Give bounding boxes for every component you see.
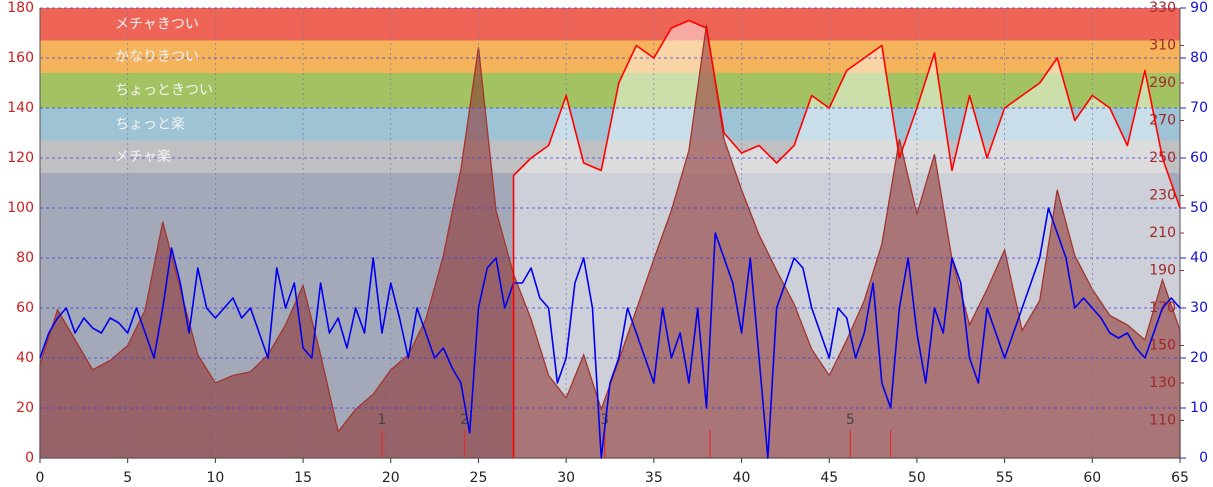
y3-tick-label: 20	[1190, 350, 1208, 366]
y-tick-label: 80	[16, 250, 34, 266]
y2-tick-label: 310	[1149, 38, 1176, 54]
lap-label: 1	[378, 412, 387, 428]
y2-tick-label: 230	[1149, 188, 1176, 204]
x-tick-label: 0	[36, 470, 45, 486]
x-tick-label: 60	[1083, 470, 1101, 486]
y2-tick-label: 290	[1149, 75, 1176, 91]
y3-tick-label: 40	[1190, 250, 1208, 266]
y3-tick-label: 60	[1190, 150, 1208, 166]
zone-label: ちょっときつい	[115, 83, 213, 99]
lap-label: 5	[846, 412, 855, 428]
zone-band	[40, 40, 1180, 73]
y3-tick-label: 50	[1190, 200, 1208, 216]
x-tick-label: 55	[996, 470, 1014, 486]
x-tick-label: 15	[294, 470, 312, 486]
y-tick-label: 40	[16, 350, 34, 366]
y2-tick-label: 150	[1149, 338, 1176, 354]
lap-label: 2	[460, 412, 469, 428]
y3-tick-label: 10	[1190, 400, 1208, 416]
x-tick-label: 40	[733, 470, 751, 486]
zone-band	[40, 140, 1180, 173]
x-tick-label: 20	[382, 470, 400, 486]
zone-label: メチャきつい	[115, 16, 199, 32]
lap-label: 3	[600, 412, 609, 428]
x-tick-label: 30	[557, 470, 575, 486]
zone-label: かなりきつい	[115, 49, 199, 65]
y-tick-label: 120	[7, 150, 34, 166]
y-tick-label: 140	[7, 100, 34, 116]
y3-tick-label: 30	[1190, 300, 1208, 316]
y-tick-label: 0	[25, 450, 34, 466]
y3-tick-label: 0	[1199, 450, 1208, 466]
y-tick-label: 180	[7, 0, 34, 16]
speed-line	[39, 207, 1181, 459]
x-tick-label: 45	[820, 470, 838, 486]
y-tick-label: 60	[16, 300, 34, 316]
y3-tick-label: 90	[1190, 0, 1208, 16]
x-tick-label: 5	[123, 470, 132, 486]
zone-band	[40, 73, 1180, 108]
y2-tick-label: 330	[1149, 0, 1176, 16]
y2-tick-label: 190	[1149, 263, 1176, 279]
y-tick-label: 100	[7, 200, 34, 216]
heart-rate-line	[512, 19, 1181, 458]
y2-tick-label: 130	[1149, 375, 1176, 391]
x-tick-label: 35	[645, 470, 663, 486]
zone-label: メチャ楽	[115, 149, 171, 165]
y2-tick-label: 110	[1149, 413, 1176, 429]
x-tick-label: 65	[1171, 470, 1189, 486]
y2-tick-label: 210	[1149, 225, 1176, 241]
y3-tick-label: 70	[1190, 100, 1208, 116]
x-tick-label: 25	[470, 470, 488, 486]
x-tick-label: 50	[908, 470, 926, 486]
y3-tick-label: 80	[1190, 50, 1208, 66]
zone-label: ちょっと楽	[115, 116, 185, 132]
y-tick-label: 160	[7, 50, 34, 66]
x-tick-label: 10	[206, 470, 224, 486]
y-tick-label: 20	[16, 400, 34, 416]
zone-band	[40, 8, 1180, 41]
